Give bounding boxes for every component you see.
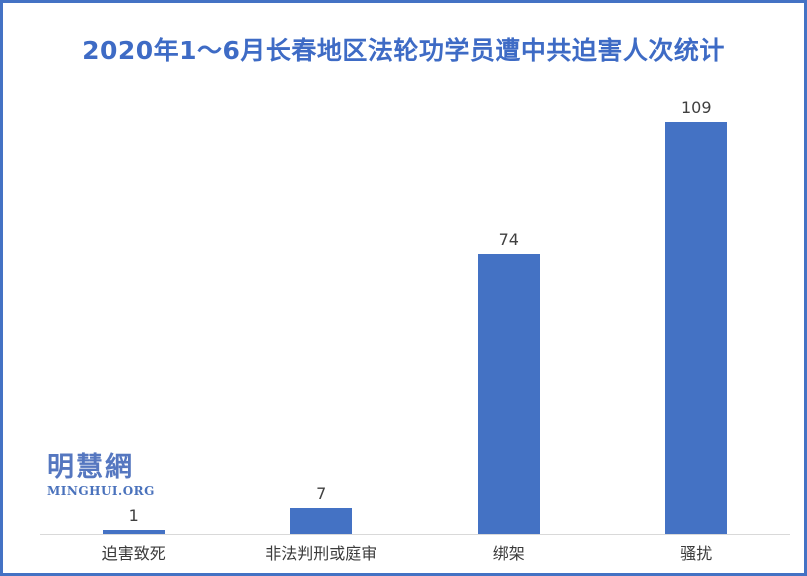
- x-axis-label: 骚扰: [680, 544, 713, 563]
- bar-group-harassed: 109: [603, 89, 791, 534]
- bar-value-label: 1: [128, 506, 139, 525]
- bar-value-label: 74: [498, 230, 519, 249]
- bar-abducted: [477, 254, 540, 534]
- bar-harassed: [665, 122, 728, 534]
- bar-value-label: 7: [316, 484, 327, 503]
- plot-area: 1 7 74 109: [40, 89, 790, 534]
- bar-group-persecuted-to-death: 1: [40, 89, 228, 534]
- x-axis-label: 迫害致死: [101, 544, 166, 563]
- minghui-logo-url: MINGHUI.ORG: [47, 483, 155, 498]
- chart-title: 2020年1～6月长春地区法轮功学员遭中共迫害人次统计: [82, 36, 725, 65]
- x-axis-line: [40, 534, 790, 535]
- x-axis-label: 非法判刑或庭审: [265, 544, 378, 563]
- bar-group-sentenced-or-tried: 7: [228, 89, 416, 534]
- x-axis-label: 绑架: [492, 544, 525, 563]
- x-axis-labels: 迫害致死 非法判刑或庭审 绑架 骚扰: [40, 544, 790, 563]
- bar-sentenced-or-tried: [290, 508, 353, 534]
- bar-value-label: 109: [680, 98, 712, 117]
- bar-group-abducted: 74: [415, 89, 603, 534]
- minghui-logo-cjk: 明慧網: [47, 452, 134, 483]
- bar-persecuted-to-death: [102, 530, 165, 534]
- minghui-logo: 明慧網 MINGHUI.ORG: [47, 453, 155, 498]
